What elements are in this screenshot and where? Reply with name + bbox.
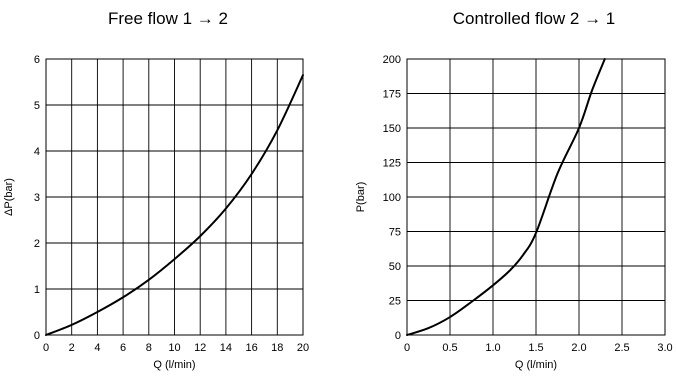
controlled-flow-plot-frame [406,58,666,336]
controlled-flow-y-tick-label: 75 [389,227,401,239]
free-flow-y-tick-label: 2 [34,238,40,250]
free-flow-y-tick-label: 5 [34,100,40,112]
controlled-flow-x-tick-label: 2.5 [614,342,629,354]
controlled-flow-x-tick-label: 3.0 [657,342,672,354]
controlled-flow-y-tick-label: 175 [383,89,401,101]
free-flow-y-tick-label: 6 [34,54,40,66]
controlled-flow-y-tick-label: 0 [395,330,401,342]
free-flow-x-tick-label: 4 [94,342,100,354]
controlled-flow-x-axis-label: Q (l/min) [515,359,557,371]
controlled-flow-y-tick-label: 50 [389,261,401,273]
controlled-flow-grid [406,58,666,336]
controlled-flow-title: Controlled flow 2 → 1 [453,9,616,28]
controlled-flow-y-tick-label: 150 [383,123,401,135]
controlled-flow-x-tick-label: 1.0 [485,342,500,354]
controlled-flow-series-line [406,58,606,336]
free-flow-y-tick-label: 0 [34,330,40,342]
controlled-flow-x-tick-label: 2.0 [571,342,586,354]
controlled-flow-x-tick-label: 0 [404,342,410,354]
controlled-flow-y-tick-label: 25 [389,296,401,308]
free-flow-x-tick-label: 20 [297,342,309,354]
free-flow-x-tick-label: 10 [168,342,180,354]
free-flow-y-tick-label: 4 [34,146,40,158]
controlled-flow-x-tick-label: 1.5 [528,342,543,354]
free-flow-y-tick-label: 3 [34,192,40,204]
free-flow-x-tick-label: 18 [271,342,283,354]
free-flow-x-tick-label: 8 [146,342,152,354]
free-flow-x-tick-label: 12 [194,342,206,354]
free-flow-y-tick-label: 1 [34,284,40,296]
controlled-flow-y-axis-label: P(bar) [355,182,367,213]
free-flow-series-line [45,74,304,336]
controlled-flow-x-tick-label: 0.5 [442,342,457,354]
free-flow-x-axis-label: Q (l/min) [153,359,195,371]
free-flow-title: Free flow 1 → 2 [108,9,228,28]
controlled-flow-y-tick-label: 200 [383,54,401,66]
controlled-flow-panel: Controlled flow 2 → 1 0 0.5 1.0 1.5 2.0 2.5 3.0… [355,9,673,371]
free-flow-x-tick-label: 0 [43,342,49,354]
free-flow-x-tick-label: 16 [245,342,257,354]
free-flow-panel: Free flow 1 → 20 2 4 6 8 10 12 14 16 18 200123456Q… [3,9,309,371]
free-flow-x-tick-label: 14 [220,342,232,354]
controlled-flow-y-tick-label: 125 [383,158,401,170]
free-flow-plot-frame [45,58,304,336]
free-flow-x-tick-label: 2 [69,342,75,354]
free-flow-x-tick-label: 6 [120,342,126,354]
controlled-flow-y-tick-label: 100 [383,192,401,204]
free-flow-y-axis-label: ΔP(bar) [3,178,15,216]
free-flow-grid [45,58,304,336]
